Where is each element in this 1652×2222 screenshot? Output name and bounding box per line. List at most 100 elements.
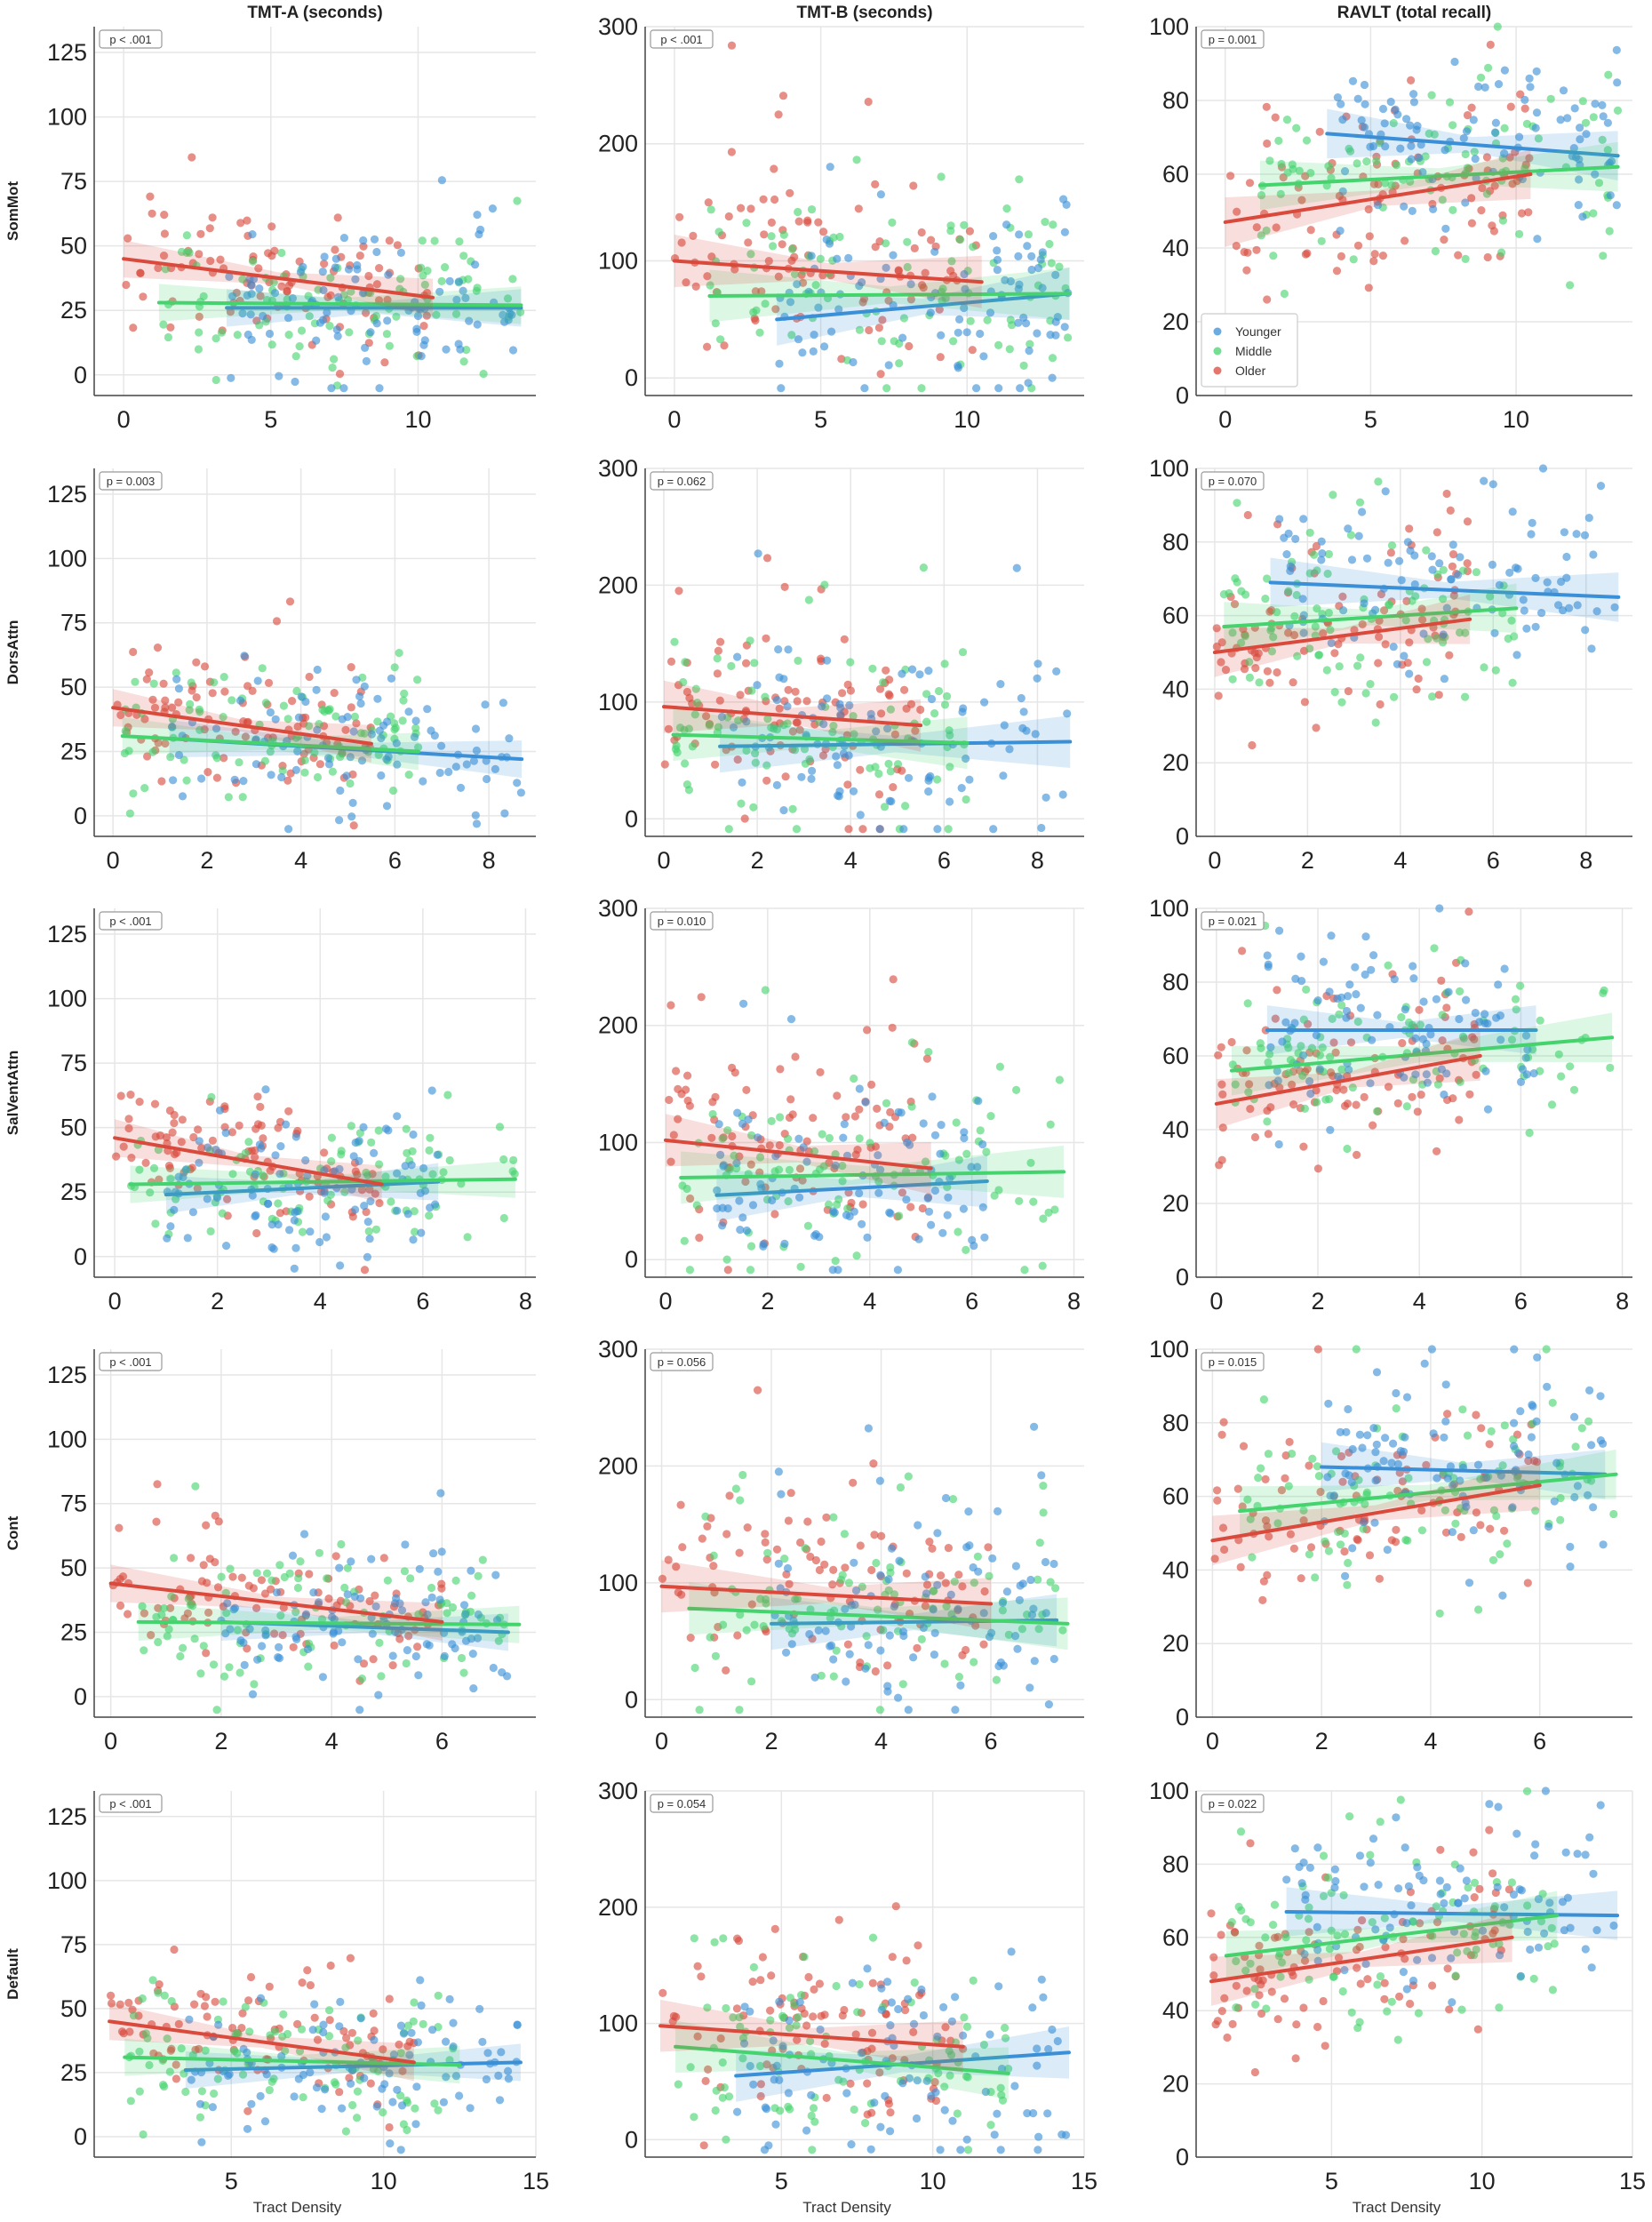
point-older: [150, 1099, 160, 1108]
point-younger: [943, 1211, 952, 1219]
point-older: [708, 1098, 717, 1107]
point-older: [1412, 685, 1421, 694]
point-younger: [248, 230, 257, 239]
point-middle: [160, 2082, 169, 2091]
point-younger: [1581, 626, 1590, 635]
point-older: [160, 229, 169, 238]
point-younger: [360, 682, 369, 691]
point-middle: [735, 1706, 744, 1714]
point-younger: [1014, 318, 1023, 327]
point-older: [1211, 2020, 1220, 2029]
point-older: [159, 679, 168, 688]
point-older: [1261, 1475, 1270, 1483]
point-younger: [1525, 74, 1534, 83]
point-younger: [1462, 1876, 1471, 1885]
point-middle: [763, 715, 772, 723]
point-middle: [278, 766, 287, 775]
point-middle: [294, 1574, 303, 1583]
point-younger: [413, 311, 423, 321]
point-middle: [706, 281, 714, 290]
point-younger: [780, 1239, 789, 1248]
point-middle: [151, 1219, 160, 1228]
point-older: [243, 2106, 252, 2115]
point-younger: [290, 1216, 299, 1225]
point-middle: [1373, 1107, 1382, 1115]
point-younger: [1456, 1864, 1464, 1873]
point-middle: [479, 370, 488, 379]
point-middle: [1430, 944, 1439, 953]
y-tick-label: 60: [1162, 603, 1189, 629]
point-younger: [898, 669, 906, 678]
point-younger: [377, 771, 386, 780]
point-older: [856, 1541, 865, 1550]
point-middle: [861, 2119, 870, 2128]
point-older: [1392, 1525, 1401, 1534]
y-tick-label: 60: [1162, 1924, 1189, 1951]
point-middle: [299, 2093, 307, 2102]
point-middle: [182, 248, 191, 257]
point-older: [326, 1961, 335, 1970]
point-middle: [330, 355, 339, 364]
point-younger: [1529, 1069, 1538, 1078]
point-middle: [1344, 1558, 1353, 1568]
point-younger: [363, 1218, 372, 1227]
point-younger: [445, 276, 454, 285]
point-older: [1370, 250, 1379, 259]
point-younger: [445, 1994, 454, 2003]
point-middle: [258, 664, 267, 673]
point-middle: [209, 1660, 219, 1669]
point-younger: [415, 1564, 424, 1573]
point-younger: [1435, 1876, 1444, 1885]
x-tick-label: 8: [1031, 847, 1044, 874]
point-younger: [1319, 957, 1328, 966]
point-middle: [211, 334, 220, 343]
point-older: [750, 314, 759, 323]
point-younger: [1480, 83, 1489, 92]
point-older: [1391, 1538, 1401, 1547]
point-middle: [962, 1245, 970, 1254]
point-younger: [256, 2091, 265, 2100]
point-older: [776, 1065, 785, 1074]
point-older: [834, 1915, 843, 1924]
point-middle: [1041, 218, 1049, 227]
point-older: [677, 238, 686, 247]
point-younger: [1036, 255, 1045, 264]
point-younger: [383, 717, 392, 726]
point-younger: [807, 774, 816, 784]
point-middle: [1606, 1063, 1615, 1072]
point-middle: [1463, 1431, 1472, 1440]
point-younger: [1058, 790, 1067, 799]
point-middle: [402, 1659, 411, 1668]
point-older: [305, 1570, 314, 1579]
point-younger: [387, 674, 395, 683]
point-middle: [300, 755, 309, 765]
point-older: [890, 730, 900, 739]
regression-line-older: [1223, 172, 1533, 224]
y-tick-label: 0: [1176, 382, 1189, 409]
point-younger: [1037, 1975, 1046, 1984]
point-younger: [331, 263, 339, 272]
point-older: [1472, 1411, 1480, 1419]
point-younger: [842, 2089, 851, 2098]
point-older: [1374, 659, 1383, 667]
point-middle: [364, 1227, 373, 1235]
point-younger: [239, 777, 248, 786]
point-younger: [1327, 931, 1336, 940]
regression-line-middle: [1258, 164, 1620, 188]
point-middle: [356, 729, 365, 738]
point-middle: [962, 795, 970, 804]
point-younger: [449, 2018, 458, 2027]
point-middle: [262, 1569, 272, 1578]
point-younger: [894, 1107, 903, 1116]
point-older: [1523, 1579, 1532, 1587]
x-tick-label: 5: [1364, 406, 1377, 433]
point-younger: [839, 1133, 848, 1142]
point-younger: [322, 1233, 331, 1242]
point-older: [1448, 562, 1456, 571]
point-younger: [988, 1554, 997, 1563]
p-value-annotation: p < .001: [99, 1352, 163, 1371]
point-older: [870, 1531, 879, 1539]
point-younger: [1480, 476, 1488, 485]
point-middle: [1324, 162, 1333, 171]
point-middle: [404, 771, 413, 779]
